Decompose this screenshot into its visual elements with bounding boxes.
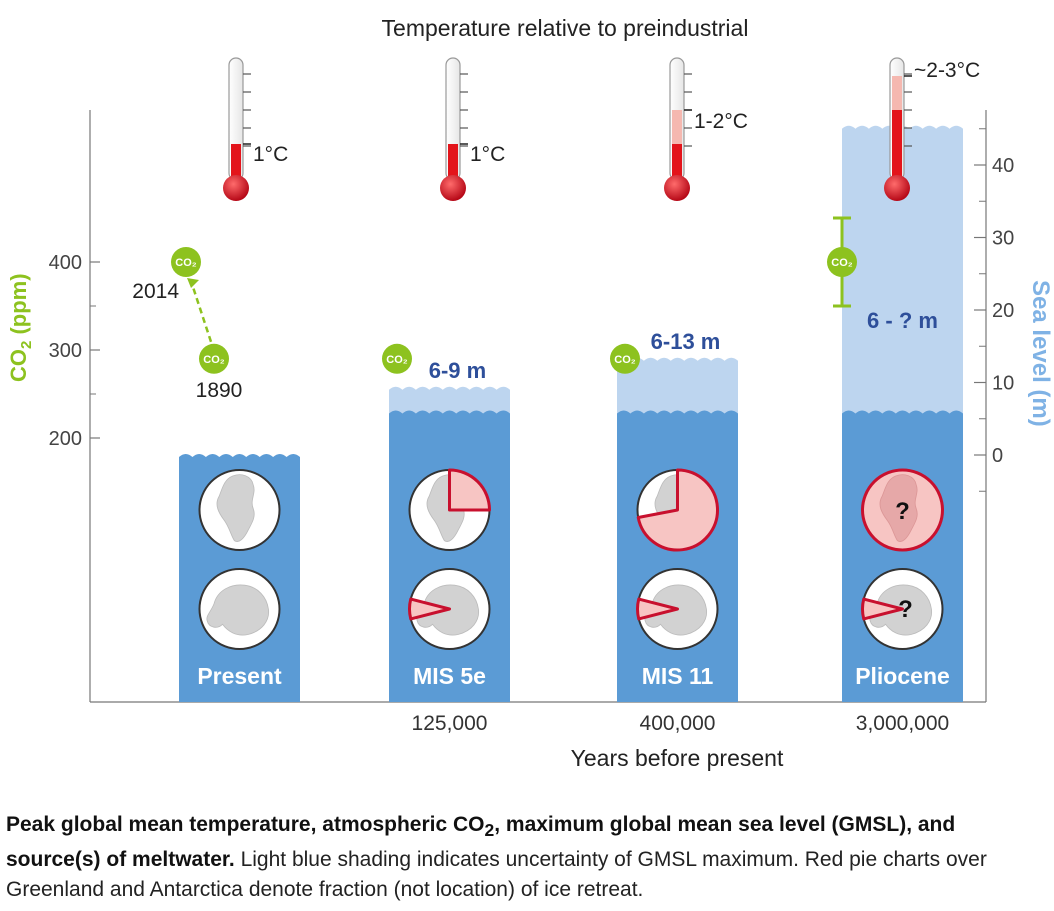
sea-level-tick-label: 20 — [992, 300, 1014, 322]
greenland-unknown-mark: ? — [895, 498, 910, 525]
co2-badge-text: CO₂ — [831, 257, 853, 269]
co2-marker-1890: CO₂ — [199, 343, 229, 374]
chart-title: Temperature relative to preindustrial — [382, 15, 749, 41]
chart: Temperature relative to preindustrial 20… — [6, 15, 1054, 771]
co2-tick-label: 400 — [49, 252, 82, 274]
sea-level-tick-label: 0 — [992, 445, 1003, 467]
co2-badge-circle — [171, 247, 201, 277]
period-name-mis11: MIS 11 — [642, 663, 714, 689]
antarctica-icon — [206, 584, 269, 636]
co2-marker-2014: CO₂ — [171, 247, 201, 277]
caption-bold-subscript: 2 — [484, 820, 495, 841]
co2-label-part1: CO — [6, 349, 31, 382]
co2-year-label-2014: 2014 — [132, 280, 179, 303]
co2-tick-label: 300 — [49, 340, 82, 362]
antarctica-circle-present — [198, 568, 281, 650]
antarctica-circle-mis5e — [408, 568, 491, 650]
temperature-label-pliocene: ~2-3°C — [914, 59, 980, 82]
greenland-circle-mis5e — [408, 468, 491, 551]
period-name-pliocene: Pliocene — [855, 663, 950, 689]
period-name-mis5e: MIS 5e — [413, 663, 486, 689]
thermometer-mis11: 1-2°C — [664, 57, 748, 201]
co2-tick-label: 200 — [49, 428, 82, 450]
antarctica-circle-mis11 — [636, 568, 719, 650]
antarctica-circle-pliocene: ? — [861, 568, 944, 650]
co2-markers: CO₂ 1890 CO₂ 2014 CO₂ CO₂ CO₂ — [132, 216, 857, 402]
greenland-pie-mis5e — [448, 468, 491, 512]
co2-badge-circle — [827, 247, 857, 277]
thermometer-bulb — [884, 175, 910, 201]
sea-level-tick-label: 30 — [992, 228, 1014, 250]
greenland-circle-pliocene: ? — [861, 468, 944, 552]
caption-bold-part1: Peak global mean temperature, atmospheri… — [6, 813, 485, 836]
period-pliocene: ?? Pliocene 3,000,000 6 - ? m — [842, 125, 963, 735]
antarctica-pie-pliocene — [861, 597, 904, 621]
co2-badge-text: CO₂ — [175, 257, 197, 269]
thermometer-mercury — [672, 144, 682, 180]
co2-marker-mis11: CO₂ — [610, 343, 640, 374]
temperature-label-mis5e: 1°C — [470, 143, 505, 166]
co2-badge-text: CO₂ — [386, 354, 408, 366]
bars: Present MIS 5e 125,000 6-9 m MIS 11 400,000 6-… — [179, 125, 963, 735]
water-bar-mis11 — [617, 410, 738, 702]
co2-badge-text: CO₂ — [614, 354, 636, 366]
y-axis-label-co2: CO2 (ppm) — [6, 273, 35, 382]
greenland-icon — [216, 474, 255, 542]
thermometer-mercury — [448, 144, 458, 180]
water-bar-pliocene — [842, 410, 963, 702]
uncertainty-band-pliocene — [842, 125, 963, 420]
sea-level-label-mis11: 6-13 m — [651, 329, 721, 354]
antarctica-pie-mis5e — [408, 597, 451, 621]
greenland-circle-present — [198, 469, 281, 551]
water-bar-mis5e — [389, 410, 510, 702]
sea-level-tick-label: 40 — [992, 155, 1014, 177]
greenland-icon-tinted — [879, 474, 918, 542]
thermometer-uncertainty — [672, 110, 682, 144]
greenland-pie-mis11 — [636, 468, 719, 552]
temperature-label-mis11: 1-2°C — [694, 110, 748, 133]
greenland-circle-mis11 — [636, 468, 719, 552]
co2-badge-circle — [610, 343, 640, 374]
co2-trend-arrow — [190, 283, 213, 343]
uncertainty-band-mis11 — [617, 357, 738, 420]
period-mis11: MIS 11 400,000 6-13 m — [617, 329, 738, 735]
co2-arrow-head — [187, 278, 199, 288]
thermometer-pliocene: ~2-3°C — [884, 57, 980, 201]
period-mis5e: MIS 5e 125,000 6-9 m — [389, 358, 510, 735]
antarctica-unknown-mark: ? — [898, 596, 913, 623]
temperature-label-present: 1°C — [253, 143, 288, 166]
period-name-present: Present — [197, 663, 282, 689]
thermometer-uncertainty — [892, 76, 902, 110]
thermometer-bulb — [440, 175, 466, 201]
thermometer-bulb — [223, 175, 249, 201]
figure-caption: Peak global mean temperature, atmospheri… — [6, 810, 1046, 905]
co2-marker-mis5e: CO₂ — [382, 343, 412, 374]
sea-level-label-mis5e: 6-9 m — [429, 358, 486, 383]
x-tick-label-pliocene: 3,000,000 — [856, 712, 949, 735]
co2-badge-circle — [382, 343, 412, 374]
thermometer-bulb — [664, 175, 690, 201]
caption-text: Light blue shading indicates uncertainty… — [6, 848, 987, 902]
sea-level-tick-label: 10 — [992, 373, 1014, 395]
sea-level-label-pliocene: 6 - ? m — [867, 308, 938, 333]
caption-bold-part2: , maximum global mean sea level (GMSL), … — [6, 813, 956, 872]
antarctica-pie-mis11 — [636, 597, 679, 621]
x-tick-label-mis5e: 125,000 — [412, 712, 488, 735]
x-tick-label-mis11: 400,000 — [640, 712, 716, 735]
co2-badge-circle — [199, 343, 229, 374]
x-axis-label: Years before present — [571, 745, 784, 771]
co2-label-part2: (ppm) — [6, 273, 31, 340]
co2-label-sub: 2 — [18, 341, 35, 349]
co2-marker-pliocene: CO₂ — [827, 247, 857, 277]
thermometers: 1°C 1°C 1-2°C ~2-3°C — [223, 57, 980, 201]
period-present: Present — [179, 454, 300, 702]
thermometer-mercury — [892, 110, 902, 180]
co2-year-label-1890: 1890 — [196, 379, 243, 402]
thermometer-mercury — [231, 144, 241, 180]
thermometer-mis5e: 1°C — [440, 57, 505, 201]
co2-badge-text: CO₂ — [203, 354, 225, 366]
thermometer-present: 1°C — [223, 57, 288, 201]
y-axis-label-sea-level: Sea level (m) — [1027, 280, 1054, 427]
